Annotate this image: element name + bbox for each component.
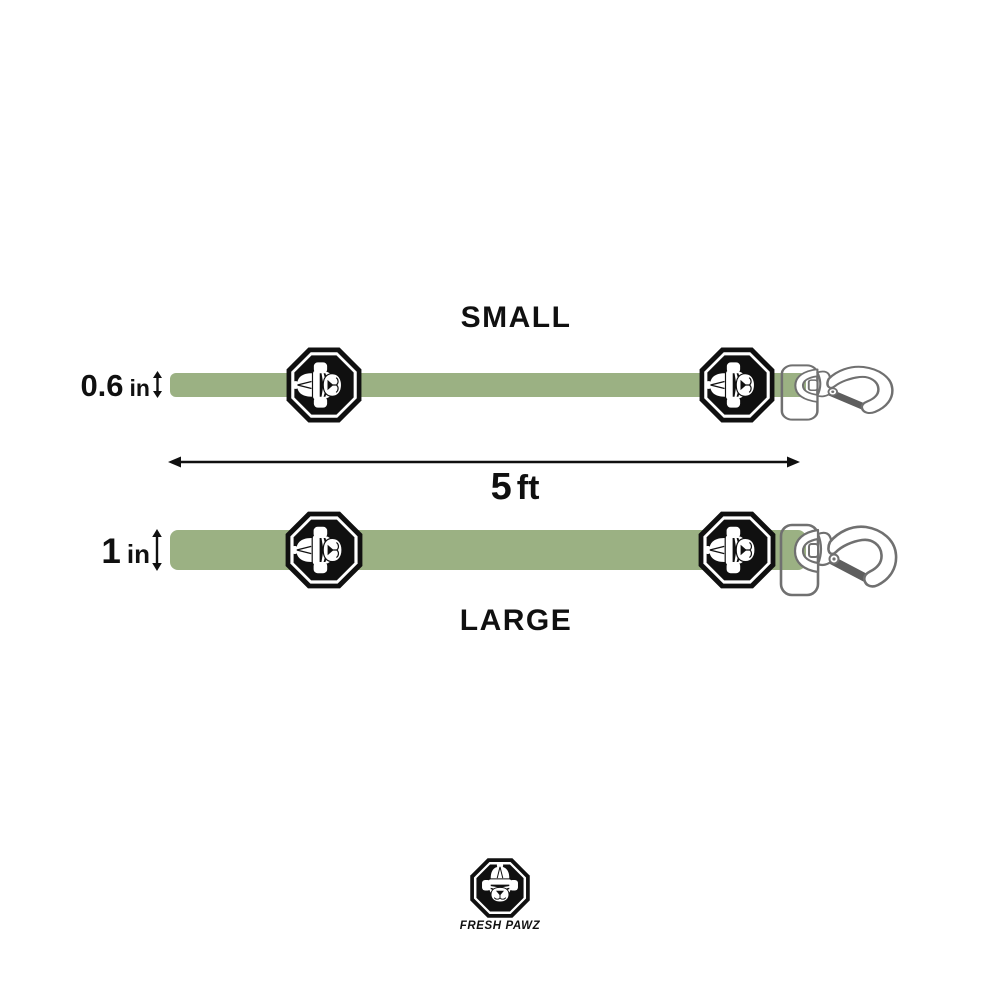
fresh-pawz-badge-icon — [697, 510, 777, 590]
length-label: 5 ft — [491, 468, 540, 506]
fresh-pawz-badge-icon — [284, 510, 364, 590]
fresh-pawz-logo-icon — [469, 857, 531, 919]
large-size-label: LARGE — [459, 604, 573, 637]
large-width-unit: in — [126, 539, 150, 569]
small-width-unit: in — [129, 375, 150, 401]
length-arrow-icon — [168, 456, 800, 468]
brand-caption: FRESH PAWZ — [459, 920, 541, 932]
large-width-value: 1 — [101, 532, 121, 571]
small-width-label: 0.6 in — [52, 370, 150, 401]
small-size-label: SMALL — [460, 301, 572, 334]
large-width-label: 1 in — [52, 534, 150, 569]
small-width-value: 0.6 — [80, 368, 124, 403]
snap-hook-clasp-icon — [779, 523, 898, 597]
small-width-arrow-icon — [153, 371, 162, 398]
length-value: 5 — [490, 466, 512, 508]
large-width-arrow-icon — [152, 529, 162, 571]
fresh-pawz-badge-icon — [698, 346, 776, 424]
snap-hook-clasp-icon — [780, 364, 894, 421]
fresh-pawz-badge-icon — [285, 346, 363, 424]
length-unit: ft — [516, 469, 540, 507]
